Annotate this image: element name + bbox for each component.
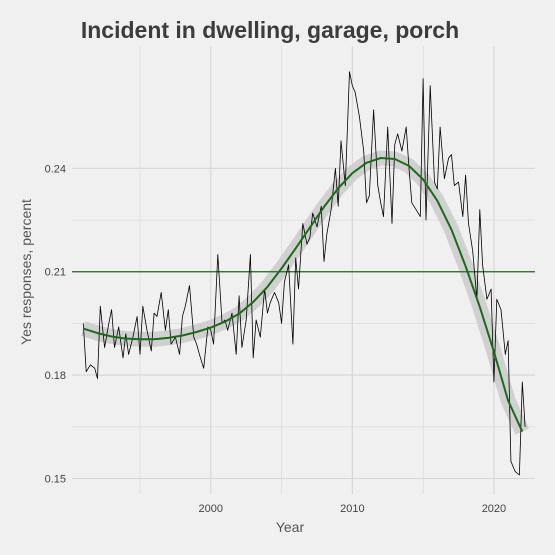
y-axis-label: Yes responses, percent [18,199,34,345]
y-tick-label: 0.18 [45,370,66,382]
x-axis-ticks: 2000 2010 2020 [199,503,507,515]
trend-series-line [82,157,524,433]
y-axis-ticks: 0.15 0.18 0.21 0.24 [45,163,66,485]
chart-title: Incident in dwelling, garage, porch [81,17,459,43]
x-axis-label: Year [276,519,305,535]
y-tick-label: 0.24 [45,163,66,175]
x-tick-label: 2010 [340,503,364,515]
y-tick-label: 0.15 [45,473,66,485]
x-tick-label: 2020 [482,503,506,515]
trend-series-group [82,157,524,433]
x-tick-label: 2000 [199,503,223,515]
y-tick-label: 0.21 [45,267,66,279]
